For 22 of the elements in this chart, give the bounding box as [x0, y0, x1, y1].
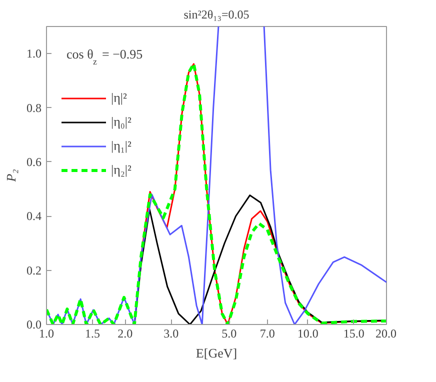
legend-label: |η₂|² — [111, 162, 132, 178]
x-tick-label: 2.0 — [118, 326, 133, 340]
chart-title: sin²2θ₁₃=0.05 — [184, 8, 250, 22]
y-axis-title: P₂ — [4, 168, 18, 183]
x-axis-title: E[GeV] — [196, 346, 238, 360]
x-tick-label: 10.0 — [297, 326, 318, 340]
x-tick-label: 1.5 — [85, 326, 100, 340]
x-tick-label: 7.0 — [260, 326, 275, 340]
legend-label: |η₁|² — [111, 138, 132, 154]
x-tick-label: 5.0 — [222, 326, 237, 340]
y-tick-label: 0.8 — [26, 100, 42, 115]
x-tick-label: 20.0 — [376, 326, 396, 340]
y-tick-label: 0.2 — [26, 263, 42, 278]
x-tick-label: 1.0 — [39, 326, 54, 340]
x-tick-label: 3.0 — [164, 326, 179, 340]
y-tick-label: 1.0 — [26, 46, 42, 61]
y-tick-label: 0.6 — [26, 154, 42, 169]
x-tick-label: 15.0 — [343, 326, 364, 340]
legend-label: |η|² — [111, 90, 128, 106]
legend-label: |η₀|² — [111, 114, 132, 130]
y-tick-label: 0.0 — [26, 318, 42, 332]
y-tick-label: 0.4 — [26, 209, 42, 224]
